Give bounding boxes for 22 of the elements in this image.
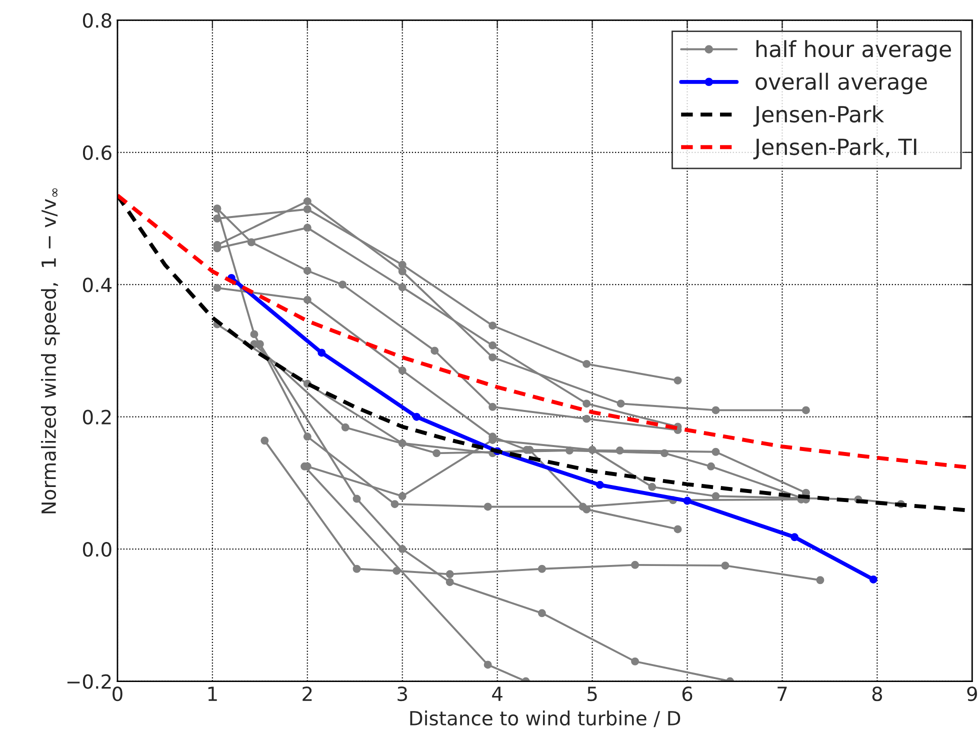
legend-label: half hour average: [756, 40, 951, 62]
x-tick-label: 8: [872, 686, 882, 702]
x-tick-label: 7: [778, 686, 787, 701]
y-axis-title: Normalized wind speed, 1 − v/v$_{∞}$: [40, 188, 60, 514]
x-tick-label: 2: [302, 686, 312, 701]
x-tick-label: 3: [398, 686, 407, 702]
legend-label: overall average: [756, 72, 927, 94]
y-tick-label: 0.4: [82, 278, 112, 292]
x-axis-title: Distance to wind turbine / D: [410, 710, 680, 728]
y-tick-label: 0.8: [82, 13, 112, 28]
x-tick-label: 9: [967, 686, 977, 702]
x-tick-label: 0: [112, 686, 122, 702]
y-tick-label: −0.2: [67, 674, 111, 689]
legend-label: Jensen-Park: [753, 105, 884, 127]
x-tick-label: 1: [208, 686, 217, 701]
x-tick-label: 6: [682, 686, 692, 702]
y-tick-label: 0.6: [82, 145, 112, 160]
x-tick-label: 5: [588, 686, 597, 702]
legend-label: Jensen-Park, TI: [753, 138, 916, 160]
x-tick-label: 4: [492, 686, 502, 701]
y-tick-label: 0.0: [82, 542, 112, 557]
y-tick-label: 0.2: [82, 410, 111, 424]
